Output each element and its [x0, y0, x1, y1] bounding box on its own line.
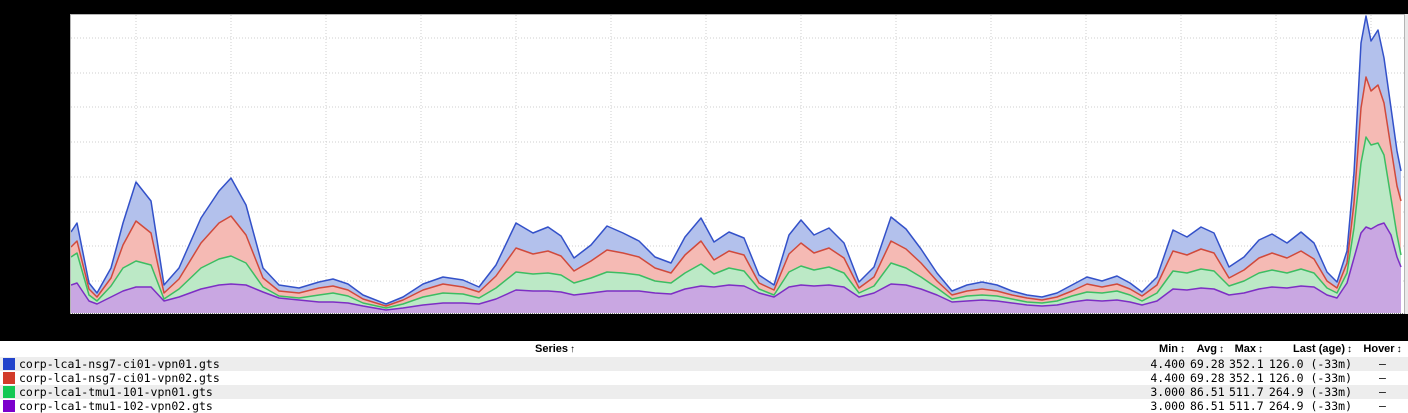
series-cell: corp-lca1-tmu1-102-vpn02.gts [0, 399, 1110, 413]
max-column-header[interactable]: Max ↕ [1229, 343, 1268, 355]
legend-row[interactable]: corp-lca1-tmu1-101-vpn01.gts 3.000 86.51… [0, 385, 1408, 399]
sort-toggle-icon: ↕ [1396, 344, 1402, 355]
legend-row[interactable]: corp-lca1-nsg7-ci01-vpn02.gts 4.400 69.2… [0, 371, 1408, 385]
series-cell: corp-lca1-tmu1-101-vpn01.gts [0, 385, 1110, 399]
plot-area[interactable] [70, 14, 1405, 314]
min-value: 4.400 [1150, 357, 1185, 371]
min-column-header[interactable]: Min ↕ [1110, 343, 1190, 355]
series-column-header[interactable]: Series ↑ [0, 343, 1110, 355]
last-value: 126.0 (-33m) [1268, 371, 1352, 385]
sort-toggle-icon: ↕ [1219, 344, 1224, 355]
series-color-swatch [3, 358, 15, 370]
avg-column-header[interactable]: Avg ↕ [1190, 343, 1229, 355]
hover-value: — [1379, 357, 1386, 371]
avg-value: 69.28 [1190, 357, 1225, 371]
chart-right-gutter [1405, 14, 1408, 314]
max-value: 511.7 [1229, 385, 1264, 399]
avg-value: 86.51 [1190, 399, 1225, 413]
min-value: 4.400 [1150, 371, 1185, 385]
hover-value: — [1379, 399, 1386, 413]
sort-toggle-icon: ↕ [1347, 344, 1352, 355]
series-cell: corp-lca1-nsg7-ci01-vpn02.gts [0, 371, 1110, 385]
series-header-label: Series [534, 343, 569, 355]
legend-row[interactable]: corp-lca1-nsg7-ci01-vpn01.gts 4.400 69.2… [0, 357, 1408, 371]
last-header-label: Last (age) [1293, 343, 1345, 355]
legend-header-row: Series ↑ Min ↕ Avg ↕ Max ↕ Last (age) ↕ Hover… [0, 341, 1408, 357]
hover-value: — [1379, 371, 1386, 385]
last-value: 126.0 (-33m) [1268, 357, 1352, 371]
min-value: 3.000 [1150, 385, 1185, 399]
sort-toggle-icon: ↕ [1180, 344, 1185, 355]
series-label: corp-lca1-nsg7-ci01-vpn01.gts [19, 357, 220, 371]
series-color-swatch [3, 400, 15, 412]
sort-ascending-icon: ↑ [570, 344, 576, 355]
series-label: corp-lca1-tmu1-101-vpn01.gts [19, 385, 213, 399]
max-header-label: Max [1234, 343, 1256, 355]
max-value: 352.1 [1229, 357, 1264, 371]
legend-rows: corp-lca1-nsg7-ci01-vpn01.gts 4.400 69.2… [0, 357, 1408, 413]
last-value: 264.9 (-33m) [1268, 399, 1352, 413]
series-color-swatch [3, 372, 15, 384]
min-value: 3.000 [1150, 399, 1185, 413]
sort-toggle-icon: ↕ [1258, 344, 1263, 355]
hover-column-header[interactable]: Hover ↕ [1357, 343, 1408, 355]
min-header-label: Min [1159, 343, 1178, 355]
max-value: 352.1 [1229, 371, 1264, 385]
hover-header-label: Hover [1363, 343, 1395, 355]
last-column-header[interactable]: Last (age) ↕ [1268, 343, 1357, 355]
avg-header-label: Avg [1196, 343, 1217, 355]
stacked-area-chart[interactable] [71, 15, 1404, 313]
series-label: corp-lca1-nsg7-ci01-vpn02.gts [19, 371, 220, 385]
last-value: 264.9 (-33m) [1268, 385, 1352, 399]
legend-row[interactable]: corp-lca1-tmu1-102-vpn02.gts 3.000 86.51… [0, 399, 1408, 413]
max-value: 511.7 [1229, 399, 1264, 413]
avg-value: 69.28 [1190, 371, 1225, 385]
legend-table: Series ↑ Min ↕ Avg ↕ Max ↕ Last (age) ↕ Hover… [0, 341, 1408, 413]
series-label: corp-lca1-tmu1-102-vpn02.gts [19, 399, 213, 413]
hover-value: — [1379, 385, 1386, 399]
series-color-swatch [3, 386, 15, 398]
series-cell: corp-lca1-nsg7-ci01-vpn01.gts [0, 357, 1110, 371]
avg-value: 86.51 [1190, 385, 1225, 399]
